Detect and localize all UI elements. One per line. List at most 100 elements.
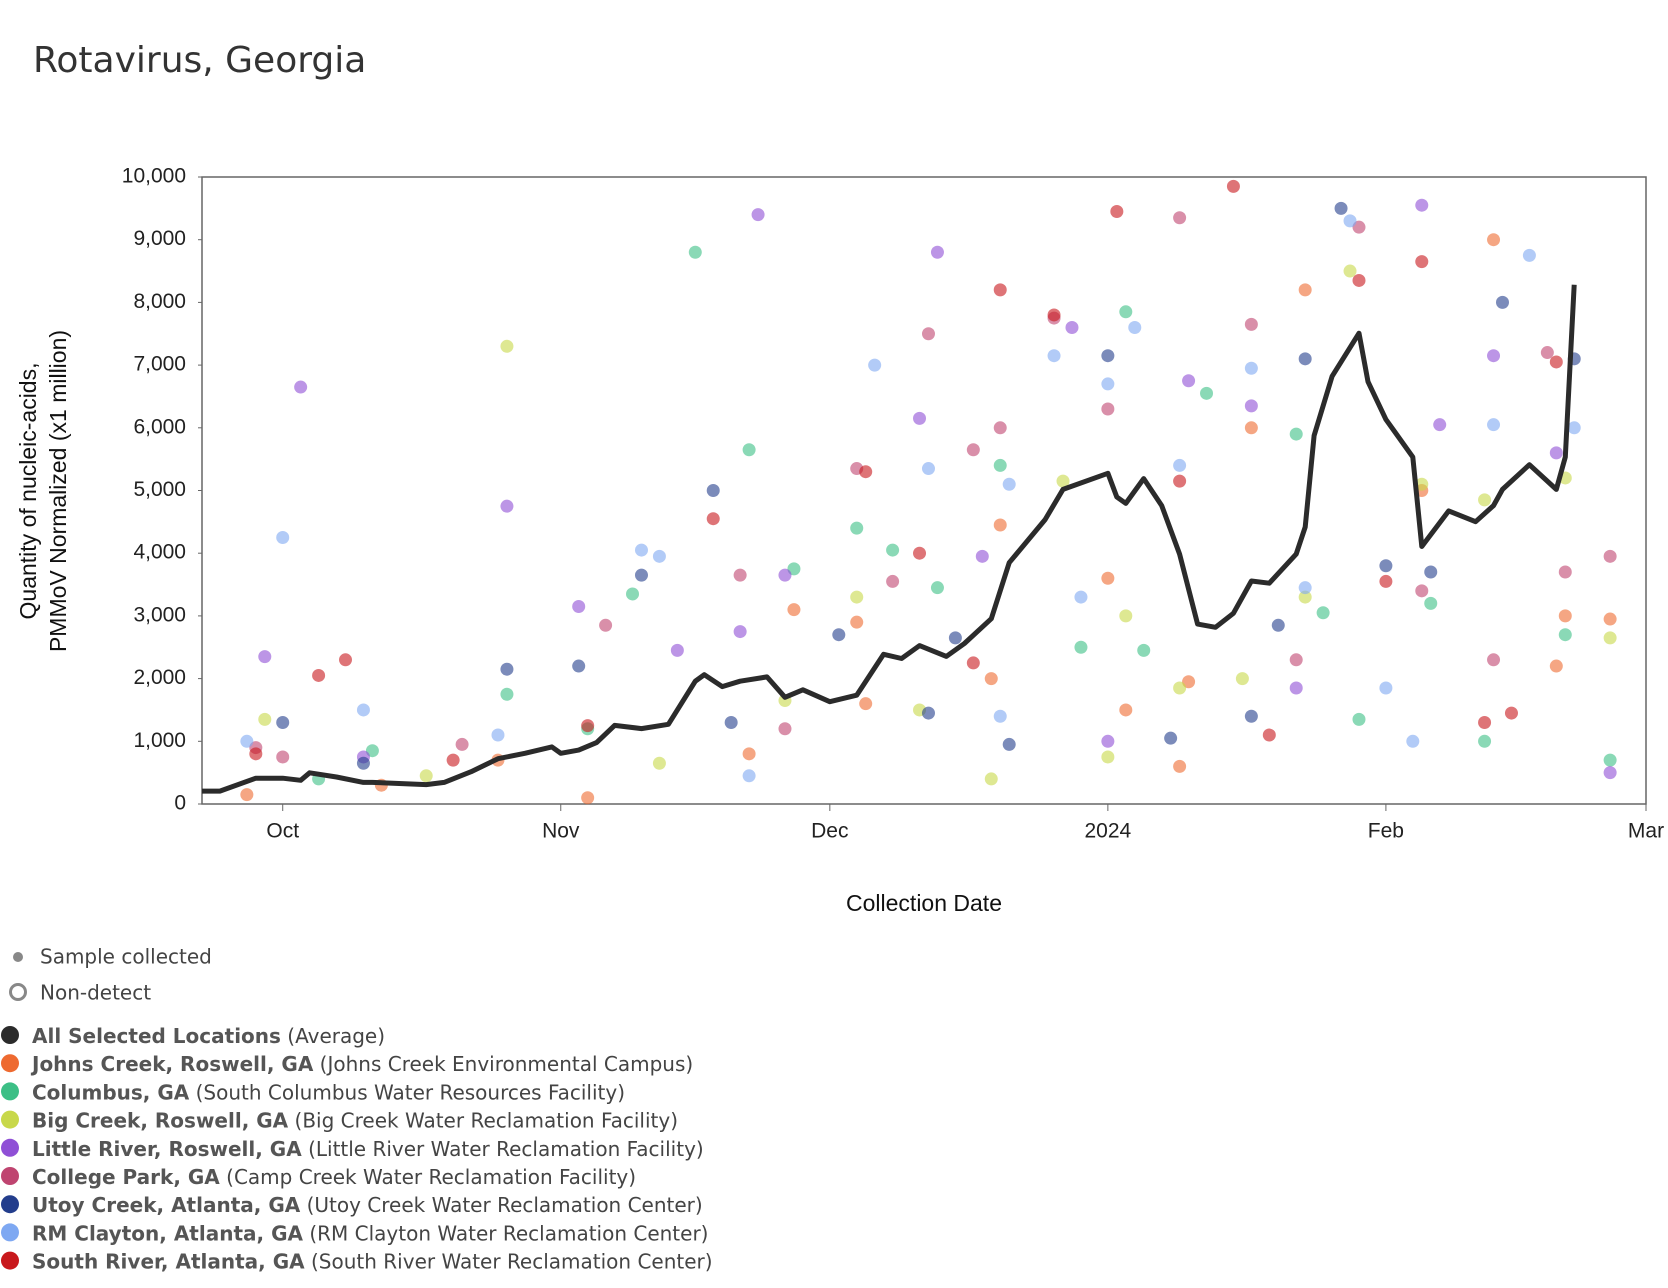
x-tick-label: Dec (811, 820, 848, 843)
x-tick-label: Nov (542, 820, 580, 843)
legend-marker (1, 1054, 19, 1073)
data-point (1298, 590, 1312, 604)
data-point (1424, 565, 1438, 579)
data-point (859, 697, 873, 711)
legend-name: South River, Atlanta, GA (32, 1249, 305, 1273)
data-point (742, 769, 756, 783)
data-point (1002, 737, 1016, 751)
data-point (886, 574, 900, 588)
legend-entry: All Selected Locations (Average) (32, 1024, 385, 1048)
x-tick-label: Feb (1368, 820, 1404, 843)
legend-marker (1, 1251, 19, 1270)
data-point (500, 687, 514, 701)
data-point (258, 650, 272, 664)
data-point (913, 546, 927, 560)
data-point (733, 568, 747, 582)
legend-entry: Utoy Creek, Atlanta, GA (Utoy Creek Wate… (32, 1193, 703, 1217)
legend-entry: Johns Creek, Roswell, GA (Johns Creek En… (30, 1052, 693, 1076)
x-axis-title: Collection Date (846, 890, 1002, 916)
data-point (1289, 427, 1303, 441)
y-tick-label: 6,000 (133, 415, 186, 438)
data-point (312, 668, 326, 682)
data-point (1056, 474, 1070, 488)
y-tick-label: 2,000 (133, 666, 186, 689)
data-point (1415, 255, 1429, 269)
y-tick-label: 4,000 (133, 541, 186, 564)
data-point (1128, 320, 1142, 334)
data-point (1101, 734, 1115, 748)
data-point (1478, 493, 1492, 507)
data-point (599, 618, 613, 632)
data-point (1487, 233, 1501, 247)
legend-facility: (Average) (287, 1024, 385, 1048)
data-point (1415, 198, 1429, 212)
legend-entry: Columbus, GA (South Columbus Water Resou… (32, 1080, 625, 1104)
data-point (1504, 706, 1518, 720)
data-point (356, 756, 370, 770)
legend-name: Little River, Roswell, GA (32, 1136, 302, 1160)
data-point (1074, 640, 1088, 654)
data-point (1182, 374, 1196, 388)
data-point (652, 756, 666, 770)
data-point (572, 659, 586, 673)
data-point (1298, 283, 1312, 297)
data-point (276, 531, 290, 545)
data-point (276, 750, 290, 764)
legend-marker (1, 1223, 19, 1242)
data-point (688, 245, 702, 259)
data-point (1558, 609, 1572, 623)
data-point (1244, 421, 1258, 435)
data-point (500, 339, 514, 353)
legend-entry: College Park, GA (Camp Creek Water Recla… (32, 1165, 636, 1189)
data-point (868, 358, 882, 372)
data-point (966, 656, 980, 670)
legend-entry: Big Creek, Roswell, GA (Big Creek Water … (32, 1108, 678, 1132)
data-point (446, 753, 460, 767)
data-point (1047, 308, 1061, 322)
data-point (984, 772, 998, 786)
data-point (1406, 734, 1420, 748)
legend-facility: (Little River Water Reclamation Facility… (308, 1136, 704, 1160)
legend-name: Big Creek, Roswell, GA (32, 1108, 289, 1132)
y-tick-label: 3,000 (133, 603, 186, 626)
data-point (1478, 715, 1492, 729)
data-point (1262, 728, 1276, 742)
data-point (1271, 618, 1285, 632)
x-tick-label: Oct (266, 820, 299, 843)
legend-marker (1, 1195, 19, 1214)
data-point (1119, 703, 1133, 717)
legend-facility: (Utoy Creek Water Reclamation Center) (307, 1193, 703, 1217)
data-point (1487, 418, 1501, 432)
y-tick-label: 8,000 (133, 290, 186, 313)
legend-name: College Park, GA (32, 1165, 220, 1189)
legend-facility: (RM Clayton Water Reclamation Center) (309, 1221, 708, 1245)
data-point (652, 549, 666, 563)
data-point (1540, 346, 1554, 360)
legend-name: All Selected Locations (32, 1024, 281, 1048)
data-point (1065, 320, 1079, 334)
data-point (1603, 549, 1617, 563)
legend-marker (1, 1110, 19, 1129)
data-point (724, 715, 738, 729)
chart-title: Rotavirus, Georgia (33, 40, 366, 81)
data-point (491, 728, 505, 742)
data-point (626, 587, 640, 601)
data-point (1567, 421, 1581, 435)
data-point (240, 734, 254, 748)
data-point (1244, 361, 1258, 375)
data-point (1298, 352, 1312, 366)
data-point (706, 484, 720, 497)
data-point (581, 719, 595, 733)
data-point (1226, 179, 1240, 193)
legend-facility: (Johns Creek Environmental Campus) (320, 1052, 694, 1076)
data-point (850, 615, 864, 629)
data-point (1002, 477, 1016, 491)
data-point (1549, 446, 1563, 460)
data-point (500, 499, 514, 513)
data-point (1558, 628, 1572, 642)
legend-facility: (South River Water Reclamation Center) (311, 1249, 713, 1273)
data-point (1379, 574, 1393, 588)
data-point (1235, 672, 1249, 686)
data-point (706, 512, 720, 526)
